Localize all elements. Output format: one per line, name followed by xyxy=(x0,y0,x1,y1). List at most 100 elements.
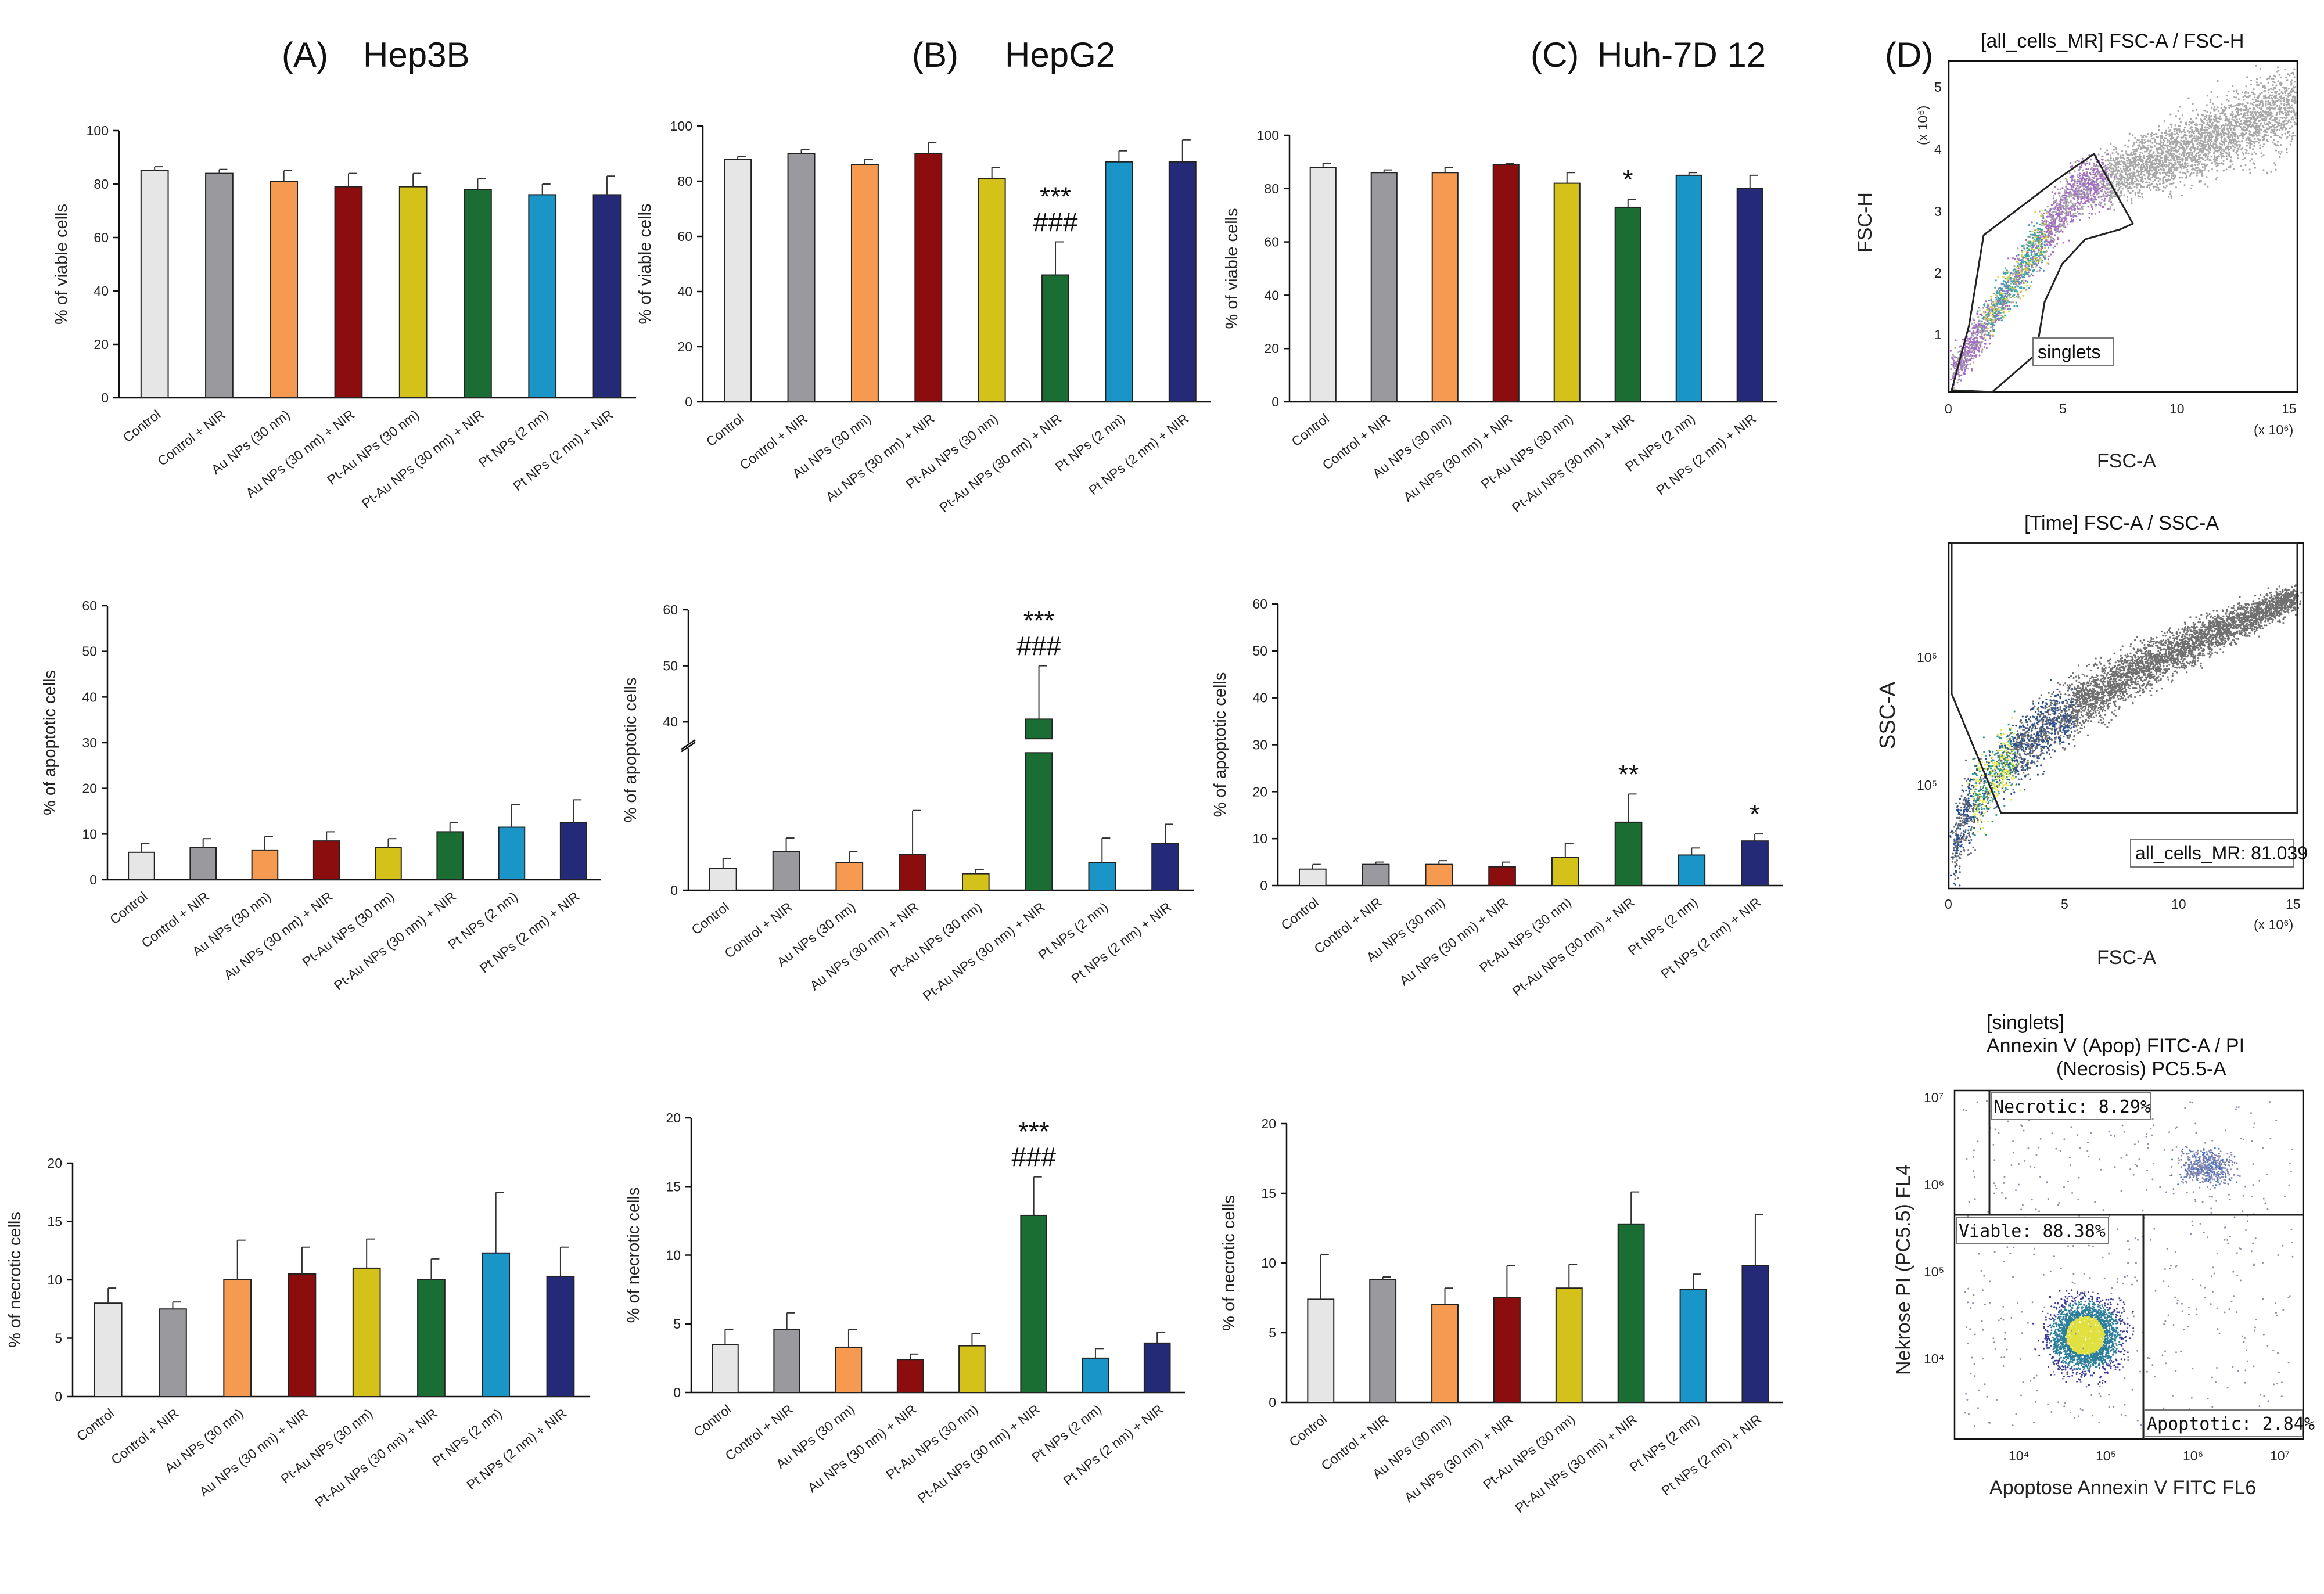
flow3-viable-label: Viable: 88.38% xyxy=(1959,1221,2106,1242)
y-tick-label: 10 xyxy=(666,1248,681,1263)
bar-A-necrotic-1 xyxy=(159,1308,187,1397)
bar-B-apoptotic-1 xyxy=(772,851,800,891)
y-tick-label: 0 xyxy=(1260,878,1267,893)
significance-marker: *** xyxy=(1018,1117,1050,1147)
flow2-ytick-1e6: 10⁶ xyxy=(1917,650,1937,665)
y-axis-label: % of necrotic cells xyxy=(624,1188,643,1323)
y-tick-label: 20 xyxy=(82,781,97,796)
flow2-xunit: (x 10⁶) xyxy=(2254,917,2293,932)
category-label: Pt-Au NPs (30 nm) + NIR xyxy=(920,899,1048,1003)
flow3-title-3: (Necrosis) PC5.5-A xyxy=(2056,1058,2226,1080)
y-tick-label: 15 xyxy=(47,1214,62,1229)
flow1-xtick-5: 5 xyxy=(2059,401,2067,416)
bar-B-viable-1 xyxy=(787,153,816,402)
significance-marker: ### xyxy=(1033,207,1078,238)
y-tick-label: 40 xyxy=(94,283,109,298)
y-tick-label: 10 xyxy=(82,826,97,841)
y-axis-label: % of apoptotic cells xyxy=(41,670,59,815)
y-tick-label: 15 xyxy=(1261,1186,1276,1201)
y-axis-label: % of apoptotic cells xyxy=(1211,672,1230,818)
bar-A-viable-2 xyxy=(270,181,299,398)
category-label: Au NPs (30 nm) + NIR xyxy=(823,411,937,505)
y-axis-label: % of apoptotic cells xyxy=(622,678,640,823)
y-tick-label: 60 xyxy=(1264,235,1279,250)
y-tick-label: 40 xyxy=(82,689,97,704)
bar-C-apoptotic-0 xyxy=(1298,868,1327,887)
y-axis-label: % of viable cells xyxy=(1223,208,1241,329)
flow-plot-ssc: [Time] FSC-A / SSC-A all_cells_MR: 81.03… xyxy=(1876,512,2308,969)
y-tick-label: 20 xyxy=(666,1110,681,1125)
category-label: Pt-Au NPs (30 nm) + NIR xyxy=(1510,894,1637,999)
category-label: Au NPs (30 nm) + NIR xyxy=(804,1401,919,1495)
bar-C-viable-6 xyxy=(1675,174,1702,402)
bar-C-apoptotic-1 xyxy=(1362,863,1390,886)
y-tick-label: 60 xyxy=(1252,596,1267,611)
bar-C-necrotic-5 xyxy=(1617,1223,1645,1404)
bar-A-necrotic-3 xyxy=(288,1273,317,1397)
bar-C-viable-7 xyxy=(1736,188,1763,402)
bar-B-apoptotic-6 xyxy=(1088,862,1116,891)
flow1-density xyxy=(1949,64,2297,389)
header-c-name: Huh-7D 12 xyxy=(1597,35,1766,74)
flow3-ytick-1e7: 10⁷ xyxy=(1924,1090,1944,1105)
bar-B-necrotic-2 xyxy=(835,1346,863,1394)
flow3-xtick-1e4: 10⁴ xyxy=(2009,1448,2029,1463)
category-label: Au NPs (30 nm) + NIR xyxy=(807,899,921,993)
category-label: Au NPs (30 nm) + NIR xyxy=(1400,411,1515,505)
flow1-ytick-3: 3 xyxy=(1934,204,1942,219)
bar-B-viable-3 xyxy=(914,153,943,402)
bar-chart-A-apoptotic: 0 10 20 30 40 50 60 % of apoptotic cells Control… xyxy=(41,598,601,993)
bar-B-necrotic-7 xyxy=(1143,1342,1171,1394)
flow1-xtick-10: 10 xyxy=(2169,401,2185,416)
bar-A-viable-4 xyxy=(398,186,428,398)
bar-C-apoptotic-5 xyxy=(1614,821,1643,886)
y-tick-label: 10 xyxy=(1261,1255,1276,1271)
y-tick-label: 0 xyxy=(55,1389,62,1404)
significance-marker: *** xyxy=(1023,606,1055,636)
header-b-name: HepG2 xyxy=(1005,35,1115,74)
bar-C-necrotic-2 xyxy=(1431,1304,1459,1403)
y-tick-label: 0 xyxy=(89,872,97,887)
category-label: Control xyxy=(1278,894,1321,933)
y-tick-label: 40 xyxy=(1252,690,1267,706)
flow1-ytick-2: 2 xyxy=(1934,265,1942,280)
category-label: Control xyxy=(1288,411,1331,449)
header-a-letter: (A) xyxy=(282,35,328,74)
flow-plot-fsc-h: [all_cells_MR] FSC-A / FSC-H singlets 5 … xyxy=(1854,30,2298,472)
flow2-gate xyxy=(1951,542,2298,814)
category-label: Pt NPs (2 nm) + NIR xyxy=(1653,411,1759,498)
category-label: Pt-Au NPs (30 nm) + NIR xyxy=(915,1401,1043,1506)
bar-A-apoptotic-6 xyxy=(498,826,526,880)
bar-A-apoptotic-3 xyxy=(312,840,340,880)
bar-B-necrotic-6 xyxy=(1082,1357,1109,1393)
header-a-name: Hep3B xyxy=(363,35,469,74)
bar-C-apoptotic-7 xyxy=(1741,840,1769,887)
flow2-gate-label-box xyxy=(2130,839,2294,868)
y-axis-label: % of necrotic cells xyxy=(6,1212,24,1348)
bar-C-necrotic-6 xyxy=(1679,1289,1707,1404)
category-label: Au NPs (30 nm) + NIR xyxy=(1396,894,1511,988)
flow3-ytick-1e5: 10⁵ xyxy=(1924,1264,1944,1279)
category-label: Au NPs (30 nm) + NIR xyxy=(221,888,335,983)
y-tick-label: 5 xyxy=(1269,1325,1276,1340)
bar-A-viable-7 xyxy=(592,194,622,398)
flow3-apoptotic-label: Apoptotic: 2.84% xyxy=(2147,1414,2315,1434)
bar-B-viable-6 xyxy=(1105,161,1133,402)
y-tick-label: 60 xyxy=(94,230,109,245)
bar-B-viable-0 xyxy=(724,159,752,402)
y-tick-label: 20 xyxy=(677,339,692,354)
flow2-xlabel: FSC-A xyxy=(2097,947,2156,969)
flow1-xunit: (x 10⁶) xyxy=(2254,422,2293,437)
bar-B-apoptotic-5 xyxy=(1025,752,1053,891)
bar-B-apoptotic-2 xyxy=(835,862,864,891)
flow3-title-1: [singlets] xyxy=(1987,1012,2064,1034)
y-tick-label: 60 xyxy=(663,602,678,617)
y-tick-label: 80 xyxy=(677,174,692,189)
y-tick-label: 80 xyxy=(94,177,109,192)
flow2-xtick-15: 15 xyxy=(2286,897,2301,912)
flow3-xtick-1e7: 10⁷ xyxy=(2270,1448,2290,1463)
